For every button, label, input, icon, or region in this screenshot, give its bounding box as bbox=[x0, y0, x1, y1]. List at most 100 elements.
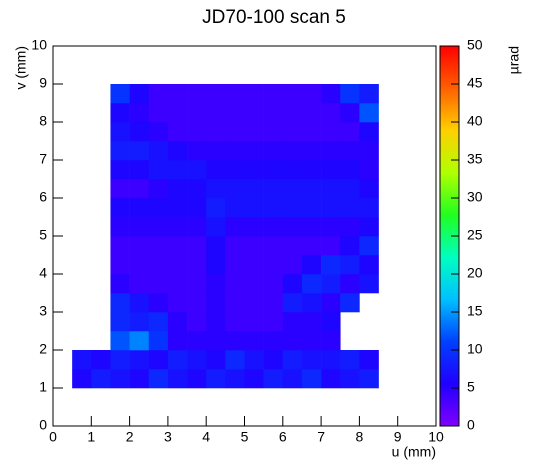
heatmap-cell bbox=[187, 255, 207, 275]
heatmap-cell bbox=[167, 350, 188, 370]
heatmap-cell bbox=[225, 312, 245, 332]
heatmap-cell bbox=[263, 198, 284, 218]
heatmap-cell bbox=[187, 141, 207, 161]
heatmap-cell bbox=[187, 179, 207, 199]
heatmap-cell bbox=[148, 293, 169, 313]
heatmap-cell bbox=[244, 179, 264, 199]
heatmap-cell bbox=[359, 198, 379, 218]
colorbar-tick-label: 25 bbox=[467, 227, 483, 243]
heatmap-cell bbox=[359, 122, 379, 142]
heatmap-cell bbox=[91, 369, 111, 389]
heatmap-cell bbox=[225, 369, 245, 389]
heatmap-cell bbox=[225, 122, 245, 142]
heatmap-cell bbox=[167, 122, 188, 142]
heatmap-cell bbox=[301, 293, 322, 313]
heatmap-cell bbox=[301, 255, 322, 275]
heatmap-cell bbox=[282, 369, 303, 389]
heatmap-cell bbox=[359, 179, 379, 199]
heatmap-cell bbox=[187, 160, 207, 180]
heatmap-cell bbox=[321, 350, 341, 370]
colorbar-tick-label: 30 bbox=[467, 189, 483, 205]
heatmap-cell bbox=[187, 84, 207, 104]
heatmap-cell bbox=[225, 217, 245, 237]
heatmap-cell bbox=[340, 141, 360, 161]
heatmap-cell bbox=[321, 103, 341, 123]
heatmap-cell bbox=[263, 369, 284, 389]
heatmap-cell bbox=[225, 160, 245, 180]
heatmap-cell bbox=[282, 293, 303, 313]
heatmap-cell bbox=[263, 103, 284, 123]
heatmap-cell bbox=[206, 179, 226, 199]
heatmap-cell bbox=[110, 369, 130, 389]
heatmap-cell bbox=[110, 331, 130, 351]
heatmap-cell bbox=[129, 217, 150, 237]
y-tick-label: 7 bbox=[39, 151, 47, 167]
heatmap-cell bbox=[225, 198, 245, 218]
y-tick-label: 0 bbox=[39, 417, 47, 433]
heatmap-cell bbox=[301, 141, 322, 161]
heatmap-cell bbox=[340, 217, 360, 237]
heatmap-cell bbox=[282, 312, 303, 332]
heatmap-cell bbox=[129, 236, 150, 256]
heatmap-cell bbox=[301, 217, 322, 237]
colorbar-tick-label: 20 bbox=[467, 265, 483, 281]
heatmap-cell bbox=[244, 141, 264, 161]
heatmap-cell bbox=[225, 331, 245, 351]
colorbar-tick-label: 0 bbox=[467, 417, 475, 433]
heatmap-cell bbox=[129, 350, 150, 370]
colorbar-tick-label: 15 bbox=[467, 303, 483, 319]
heatmap-cell bbox=[282, 122, 303, 142]
heatmap-cell bbox=[359, 236, 379, 256]
heatmap-cell bbox=[282, 141, 303, 161]
x-tick-label: 6 bbox=[279, 429, 287, 445]
heatmap-cell bbox=[187, 198, 207, 218]
heatmap-cell bbox=[301, 122, 322, 142]
heatmap-cell bbox=[263, 236, 284, 256]
heatmap-cell bbox=[129, 312, 150, 332]
heatmap-cell bbox=[301, 84, 322, 104]
heatmap-cell bbox=[148, 255, 169, 275]
heatmap-cell bbox=[244, 198, 264, 218]
heatmap-cell bbox=[321, 255, 341, 275]
heatmap-cell bbox=[244, 103, 264, 123]
heatmap-cell bbox=[206, 217, 226, 237]
heatmap-cell bbox=[129, 331, 150, 351]
heatmap-cell bbox=[129, 369, 150, 389]
y-tick-label: 8 bbox=[39, 113, 47, 129]
heatmap-cell bbox=[321, 179, 341, 199]
heatmap-cell bbox=[282, 350, 303, 370]
heatmap-cell bbox=[282, 179, 303, 199]
heatmap-cell bbox=[244, 122, 264, 142]
heatmap-cell bbox=[244, 369, 264, 389]
heatmap-cell bbox=[340, 236, 360, 256]
heatmap-cell bbox=[244, 274, 264, 294]
heatmap-cell bbox=[263, 179, 284, 199]
heatmap-cell bbox=[148, 236, 169, 256]
heatmap-cell bbox=[129, 198, 150, 218]
x-tick-label: 8 bbox=[356, 429, 364, 445]
heatmap-cell bbox=[244, 217, 264, 237]
heatmap-cell bbox=[301, 274, 322, 294]
heatmap-cell bbox=[187, 103, 207, 123]
heatmap-cell bbox=[321, 331, 341, 351]
heatmap-cell bbox=[340, 179, 360, 199]
heatmap-cell bbox=[148, 141, 169, 161]
heatmap-cell bbox=[225, 350, 245, 370]
heatmap-cell bbox=[321, 122, 341, 142]
heatmap-cell bbox=[187, 293, 207, 313]
x-axis-label: u (mm) bbox=[392, 444, 436, 460]
colorbar-tick-label: 10 bbox=[467, 341, 483, 357]
heatmap-cell bbox=[282, 103, 303, 123]
heatmap-cell bbox=[129, 255, 150, 275]
heatmap-cell bbox=[244, 84, 264, 104]
heatmap-cell bbox=[110, 141, 130, 161]
heatmap-cell bbox=[301, 179, 322, 199]
heatmap-cell bbox=[167, 331, 188, 351]
heatmap-cell bbox=[206, 103, 226, 123]
heatmap-cell bbox=[244, 312, 264, 332]
heatmap-cell bbox=[129, 160, 150, 180]
heatmap-cell bbox=[129, 179, 150, 199]
y-axis-label: v (mm) bbox=[13, 46, 29, 90]
heatmap-cell bbox=[301, 350, 322, 370]
